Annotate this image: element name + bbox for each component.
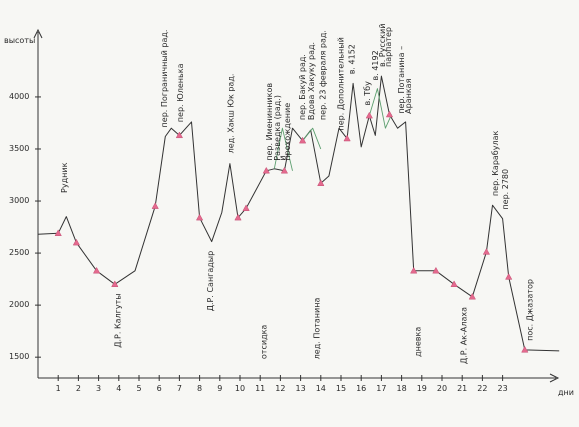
annotation-0: Рудник xyxy=(60,162,69,193)
annotations: Рудник пер. Пограничный рад. пер. Юленька л… xyxy=(60,24,535,364)
camp-marker-16 xyxy=(410,266,418,274)
camp-marker-10 xyxy=(280,166,289,174)
series xyxy=(37,75,560,352)
x-tick-label-7: 7 xyxy=(177,384,182,393)
annotation-17: пер. Потанина – xyxy=(397,46,406,114)
annotation-9: Вдова Хакуку рад. xyxy=(307,42,316,120)
y-axis-title: высоты xyxy=(4,36,35,45)
annotation-25: лед. Потанина xyxy=(312,298,321,360)
camp-marker-21 xyxy=(505,273,513,280)
annotation-4: пер. Именинников xyxy=(265,83,274,161)
y-tick-label-3000: 3000 xyxy=(9,196,29,205)
camp-marker-19 xyxy=(468,292,476,300)
x-tick-label-22: 22 xyxy=(477,384,487,393)
annotation-13: в. Тбу xyxy=(363,81,372,106)
axes: высоты дни xyxy=(4,28,574,397)
x-tick-label-5: 5 xyxy=(136,384,141,393)
annotation-26: дневка xyxy=(413,327,422,357)
annotation-2: пер. Юленька xyxy=(176,63,185,122)
annotation-3: лед. Хакш Юк рад. xyxy=(226,74,235,154)
camp-marker-5 xyxy=(175,131,184,139)
annotation-18: Аранкая xyxy=(404,78,413,113)
camp-marker-20 xyxy=(482,248,491,255)
annotation-19: пер. Карабулак xyxy=(491,131,500,197)
camp-marker-8 xyxy=(242,204,250,211)
camp-marker-4 xyxy=(151,202,159,209)
annotation-23: Д.Р. Сангадыр xyxy=(206,251,215,311)
camp-marker-13 xyxy=(343,134,351,142)
x-tick-label-2: 2 xyxy=(76,384,81,393)
camp-marker-9 xyxy=(262,166,270,174)
annotation-11: пер. Дополнительный xyxy=(336,37,345,130)
x-tick-label-10: 10 xyxy=(235,384,245,393)
x-tick-label-3: 3 xyxy=(96,384,101,393)
x-tick-label-18: 18 xyxy=(397,384,407,393)
y-tick-label-2000: 2000 xyxy=(9,300,29,309)
x-tick-label-13: 13 xyxy=(296,384,306,393)
camp-marker-15 xyxy=(385,110,394,118)
y-tick-label-1500: 1500 xyxy=(9,352,29,361)
x-tick-label-1: 1 xyxy=(56,384,61,393)
x-tick-label-6: 6 xyxy=(157,384,162,393)
x-tick-label-20: 20 xyxy=(437,384,447,393)
annotation-14: в. 4192 xyxy=(371,50,380,80)
camp-marker-1 xyxy=(72,238,81,246)
annotation-1: пер. Пограничный рад. xyxy=(160,30,169,128)
annotation-15: в. Русский xyxy=(378,24,387,67)
camp-marker-0 xyxy=(54,229,62,236)
annotation-8: пер. Бакуй рад. xyxy=(298,54,307,120)
camp-marker-3 xyxy=(111,280,119,287)
camp-marker-18 xyxy=(450,280,458,287)
camp-marker-12 xyxy=(317,179,325,186)
x-tick-label-4: 4 xyxy=(116,384,121,393)
x-tick-label-12: 12 xyxy=(275,384,285,393)
camp-marker-14 xyxy=(365,111,373,119)
camp-marker-2 xyxy=(92,266,101,274)
annotation-20: пер. 2780 xyxy=(501,169,510,210)
x-axis-arrow xyxy=(549,373,560,383)
alt-route-line-3 xyxy=(368,88,392,129)
camp-marker-6 xyxy=(195,213,204,221)
y-tick-label-3500: 3500 xyxy=(9,144,29,153)
annotation-7: прохождение xyxy=(283,103,292,161)
y-tick-label-2500: 2500 xyxy=(9,248,29,257)
y-tick-label-4000: 4000 xyxy=(9,92,29,101)
x-tick-label-19: 19 xyxy=(417,384,427,393)
annotation-27: Д.Р. Ак-Алаха xyxy=(460,307,469,364)
x-tick-label-11: 11 xyxy=(255,384,265,393)
x-tick-label-9: 9 xyxy=(217,384,222,393)
y-axis-arrow xyxy=(33,28,43,39)
annotation-12: в. 4152 xyxy=(348,44,357,74)
annotation-21: пос. Джазатор xyxy=(525,279,534,341)
camp-marker-22 xyxy=(521,345,529,353)
camp-marker-7 xyxy=(234,213,242,221)
annotation-22: Д.Р. Калгуты xyxy=(113,293,122,347)
ticks: 1 2 3 4 5 6 7 8 9 10 11 12 13 14 15 16 17 18 19 20 21 22 23150… xyxy=(9,92,508,393)
x-tick-label-17: 17 xyxy=(376,384,386,393)
annotation-24: отсидка xyxy=(260,325,269,360)
alt-route-line-1 xyxy=(273,127,293,171)
camp-marker-17 xyxy=(432,266,440,274)
annotation-10: пер. 23 февраля рад. xyxy=(318,30,327,120)
camp-marker-11 xyxy=(298,136,307,144)
x-tick-label-23: 23 xyxy=(498,384,508,393)
x-tick-label-16: 16 xyxy=(356,384,366,393)
x-axis-title: дни xyxy=(558,388,574,397)
x-tick-label-15: 15 xyxy=(336,384,346,393)
alt-route-line-2 xyxy=(302,127,322,150)
x-tick-label-14: 14 xyxy=(316,384,326,393)
annotation-16: парпатер xyxy=(384,27,393,67)
annotation-6: и xyxy=(278,155,287,160)
annotation-5: Разведка (рад.) xyxy=(273,95,282,161)
x-tick-label-21: 21 xyxy=(457,384,467,393)
markers xyxy=(54,110,529,353)
x-tick-label-8: 8 xyxy=(197,384,202,393)
